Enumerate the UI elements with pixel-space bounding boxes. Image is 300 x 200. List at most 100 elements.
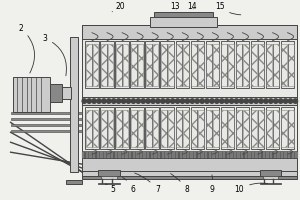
- Bar: [130, 107, 144, 149]
- Circle shape: [92, 99, 96, 103]
- Text: 9: 9: [210, 175, 214, 194]
- Bar: [191, 110, 197, 147]
- Circle shape: [102, 99, 106, 103]
- Bar: [288, 44, 294, 86]
- Text: 6: 6: [123, 177, 135, 194]
- Circle shape: [293, 99, 298, 103]
- Bar: [194, 152, 196, 158]
- Circle shape: [239, 99, 244, 103]
- Bar: [13, 77, 50, 112]
- Text: 10: 10: [235, 183, 268, 194]
- Bar: [241, 152, 243, 158]
- Bar: [86, 44, 92, 86]
- Bar: [251, 107, 264, 149]
- Text: 13: 13: [170, 2, 179, 11]
- Bar: [169, 152, 171, 158]
- Bar: [136, 152, 139, 158]
- Circle shape: [259, 99, 263, 103]
- Bar: [130, 41, 144, 88]
- Bar: [198, 152, 200, 158]
- Circle shape: [264, 99, 268, 103]
- Bar: [212, 152, 214, 158]
- Circle shape: [268, 99, 273, 103]
- Bar: [270, 152, 272, 158]
- Circle shape: [284, 99, 288, 103]
- Bar: [92, 44, 98, 86]
- Circle shape: [156, 99, 160, 103]
- Bar: [97, 152, 99, 158]
- Bar: [70, 37, 78, 172]
- Bar: [123, 44, 128, 86]
- Bar: [244, 152, 247, 158]
- Bar: [146, 44, 152, 86]
- Bar: [281, 41, 294, 88]
- Bar: [100, 152, 103, 158]
- Bar: [236, 110, 242, 147]
- Bar: [131, 110, 137, 147]
- Circle shape: [205, 99, 209, 103]
- Bar: [138, 110, 143, 147]
- Bar: [82, 25, 297, 172]
- Bar: [146, 41, 159, 88]
- Bar: [288, 152, 290, 158]
- Bar: [190, 152, 193, 158]
- Bar: [82, 152, 85, 158]
- Circle shape: [141, 99, 146, 103]
- Bar: [190, 107, 204, 149]
- Bar: [101, 44, 106, 86]
- Circle shape: [176, 99, 180, 103]
- Bar: [228, 110, 234, 147]
- Bar: [85, 107, 99, 149]
- Bar: [100, 41, 114, 88]
- Bar: [236, 107, 249, 149]
- Bar: [123, 110, 128, 147]
- Bar: [176, 44, 182, 86]
- Bar: [161, 152, 164, 158]
- Circle shape: [244, 99, 248, 103]
- Bar: [161, 44, 167, 86]
- Bar: [116, 110, 122, 147]
- Bar: [284, 152, 287, 158]
- Bar: [116, 44, 122, 86]
- Text: 8: 8: [171, 174, 190, 194]
- Bar: [295, 152, 298, 158]
- Circle shape: [210, 99, 214, 103]
- Bar: [133, 152, 135, 158]
- Bar: [236, 41, 249, 88]
- Bar: [252, 152, 254, 158]
- Circle shape: [234, 99, 239, 103]
- Bar: [191, 44, 197, 86]
- Bar: [107, 152, 110, 158]
- Bar: [50, 84, 62, 102]
- Bar: [243, 44, 249, 86]
- Bar: [206, 44, 212, 86]
- Bar: [216, 152, 218, 158]
- Bar: [108, 110, 113, 147]
- Bar: [206, 110, 212, 147]
- Bar: [281, 44, 287, 86]
- Bar: [131, 44, 137, 86]
- Bar: [230, 152, 232, 158]
- Bar: [237, 152, 240, 158]
- Circle shape: [160, 99, 165, 103]
- Circle shape: [288, 99, 293, 103]
- Bar: [82, 158, 297, 172]
- Circle shape: [249, 99, 254, 103]
- Bar: [165, 152, 167, 158]
- Bar: [160, 107, 174, 149]
- Bar: [154, 12, 213, 17]
- Bar: [146, 110, 152, 147]
- Bar: [168, 44, 173, 86]
- Bar: [183, 152, 186, 158]
- Bar: [234, 152, 236, 158]
- Bar: [260, 183, 281, 184]
- Bar: [115, 152, 117, 158]
- Bar: [221, 110, 227, 147]
- Circle shape: [122, 99, 126, 103]
- Bar: [176, 152, 178, 158]
- Bar: [256, 152, 258, 158]
- Bar: [129, 152, 131, 158]
- Bar: [154, 152, 157, 158]
- Bar: [160, 41, 174, 88]
- Circle shape: [224, 99, 229, 103]
